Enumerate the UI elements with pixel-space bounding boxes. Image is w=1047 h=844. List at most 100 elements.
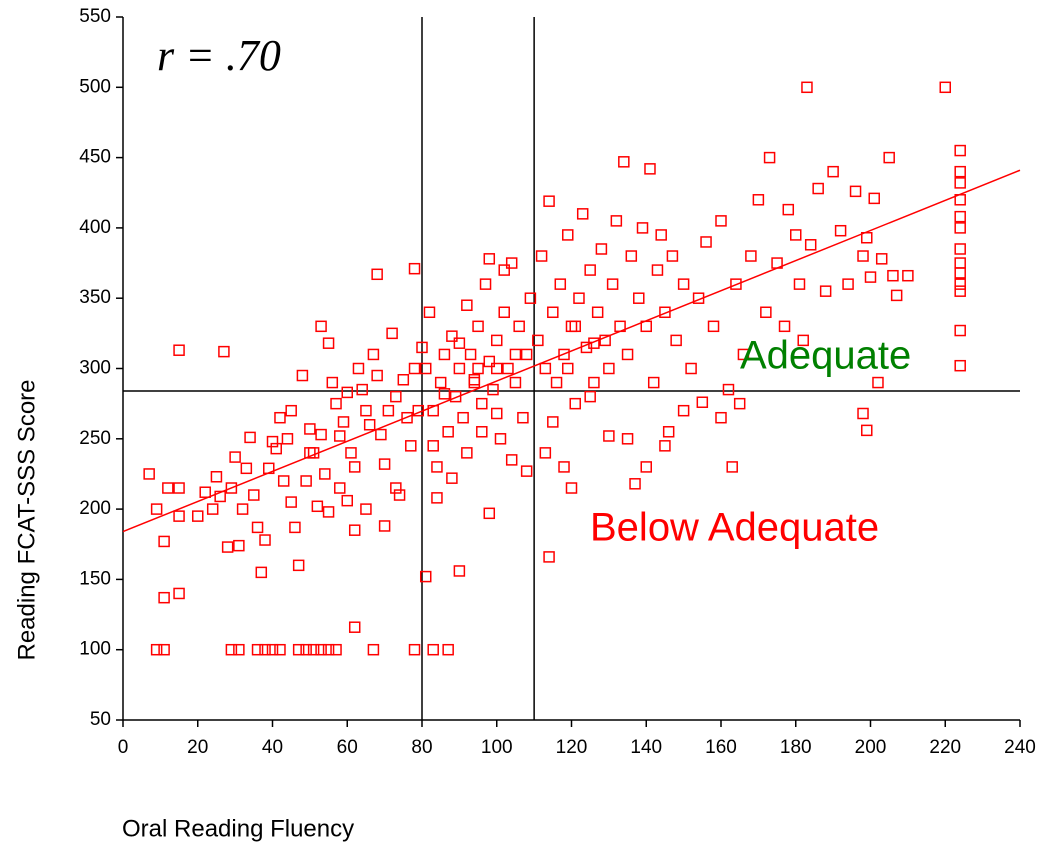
point [236,503,249,515]
point [233,539,245,552]
point [315,428,327,441]
x-tick-label: 220 [929,737,961,758]
y-tick-label: 100 [79,639,111,660]
point [255,566,268,579]
point [558,348,570,361]
point [573,292,585,304]
y-tick-label: 200 [79,498,111,519]
y-tick-label: 550 [79,6,111,27]
point [360,404,372,417]
point [326,376,339,389]
point [625,250,638,262]
point [733,397,746,410]
point [453,565,466,577]
point [401,411,413,424]
point [162,482,174,494]
point [857,250,869,262]
point [251,521,264,534]
point [300,475,312,487]
point [520,348,533,361]
point [367,643,380,656]
point [763,151,776,164]
point [434,376,447,389]
point [505,454,518,466]
point [584,264,596,276]
point [416,341,428,354]
point [158,591,170,604]
point [210,471,223,483]
point [248,489,260,501]
point [745,250,757,262]
x-tick-label: 160 [705,737,737,758]
point [868,192,880,205]
point [393,489,406,501]
point [696,396,709,408]
point [229,451,241,463]
annotation: Below Adequate [590,506,879,550]
point [251,643,264,656]
point [334,430,346,442]
y-tick-label: 150 [79,568,111,589]
point [872,376,884,389]
point [266,643,279,656]
point [472,362,484,375]
point [307,643,320,656]
point [793,278,806,290]
y-tick-label: 250 [79,428,111,449]
point [954,144,966,157]
point [954,359,966,372]
y-tick-label: 50 [90,709,111,730]
point [644,163,656,175]
point [539,362,552,375]
point [334,482,346,494]
point [636,222,649,234]
y-tick-label: 400 [79,217,111,238]
point [292,643,305,656]
point [158,535,170,548]
point [954,243,966,255]
point [461,299,473,311]
y-tick-label: 300 [79,358,111,379]
point [390,482,402,494]
y-tick-label: 350 [79,287,111,308]
point [562,362,574,375]
point [150,503,163,515]
point [603,362,615,375]
point [584,390,596,403]
point [453,362,466,375]
point [524,292,537,304]
point [834,224,847,237]
point [633,292,645,304]
point [341,494,353,507]
x-tick-label: 140 [630,737,662,758]
point [737,348,750,361]
point [431,461,443,473]
point [315,643,327,656]
point [647,376,660,389]
point [337,416,350,428]
point [386,327,398,340]
point [378,458,391,470]
point [427,404,439,417]
point [812,182,824,195]
fit-line [122,169,1021,533]
point [259,643,271,656]
point [509,348,522,361]
y-tick-label: 500 [79,76,111,97]
point [797,334,809,347]
point [954,257,966,269]
point [322,337,335,349]
point [300,643,312,656]
point [562,229,574,241]
point [502,362,514,375]
point [408,643,421,656]
point [315,320,327,333]
point [330,643,342,656]
point [760,306,772,319]
point [244,431,256,444]
point [158,643,170,656]
point [419,570,432,583]
point [476,397,488,410]
point [322,643,335,656]
